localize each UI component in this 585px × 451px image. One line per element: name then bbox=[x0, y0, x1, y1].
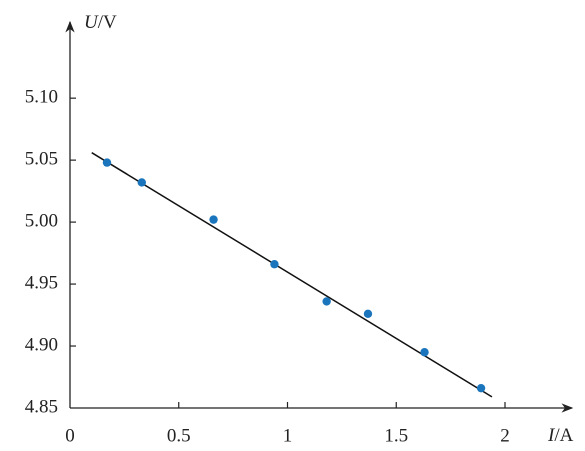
data-point bbox=[363, 309, 373, 319]
y-tick-label: 5.00 bbox=[25, 210, 58, 231]
data-point bbox=[209, 215, 218, 224]
y-tick-label: 4.95 bbox=[25, 272, 58, 293]
y-label-unit: /V bbox=[98, 12, 117, 33]
x-label-unit: /A bbox=[554, 425, 573, 446]
data-point bbox=[137, 178, 146, 187]
x-tick-label: 1.5 bbox=[384, 425, 408, 446]
fit-line bbox=[91, 152, 493, 398]
y-axis-label: U/V bbox=[84, 12, 117, 33]
y-label-symbol: U bbox=[84, 12, 99, 33]
x-tick-label: 0.5 bbox=[167, 425, 191, 446]
y-tick-label: 4.85 bbox=[25, 396, 58, 417]
y-tick-label: 4.90 bbox=[25, 334, 58, 355]
data-point bbox=[322, 297, 331, 306]
x-axis-label: I/A bbox=[547, 425, 574, 446]
y-tick-label: 5.10 bbox=[25, 87, 58, 108]
x-tick-label: 0 bbox=[65, 425, 75, 446]
data-point bbox=[420, 348, 429, 357]
y-tick-label: 5.05 bbox=[25, 148, 58, 169]
data-point bbox=[476, 383, 486, 393]
x-label-symbol: I bbox=[547, 425, 556, 446]
x-tick-label: 2 bbox=[500, 425, 510, 446]
x-tick-label: 1 bbox=[283, 425, 293, 446]
data-point bbox=[270, 260, 279, 269]
data-point bbox=[102, 158, 112, 167]
